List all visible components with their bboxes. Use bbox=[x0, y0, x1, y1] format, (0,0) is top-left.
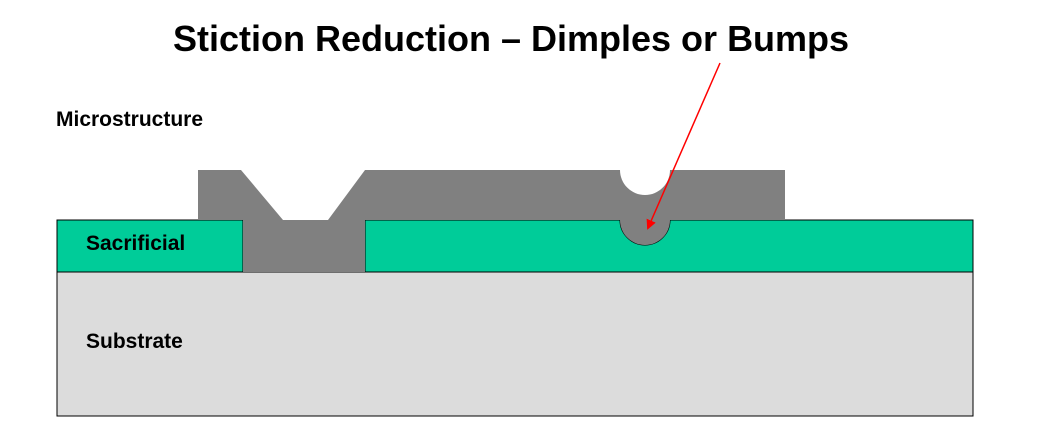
microstructure-layer bbox=[198, 170, 785, 272]
substrate-layer bbox=[56, 271, 974, 417]
sacrificial-layer-right bbox=[364, 219, 974, 273]
microstructure-label: Microstructure bbox=[56, 108, 203, 131]
substrate-label: Substrate bbox=[86, 330, 183, 353]
sacrificial-layer-left bbox=[56, 219, 244, 273]
diagram-title: Stiction Reduction – Dimples or Bumps bbox=[173, 18, 849, 59]
sacrificial-label: Sacrificial bbox=[86, 232, 185, 255]
dimple-pointer-arrow bbox=[646, 62, 721, 230]
